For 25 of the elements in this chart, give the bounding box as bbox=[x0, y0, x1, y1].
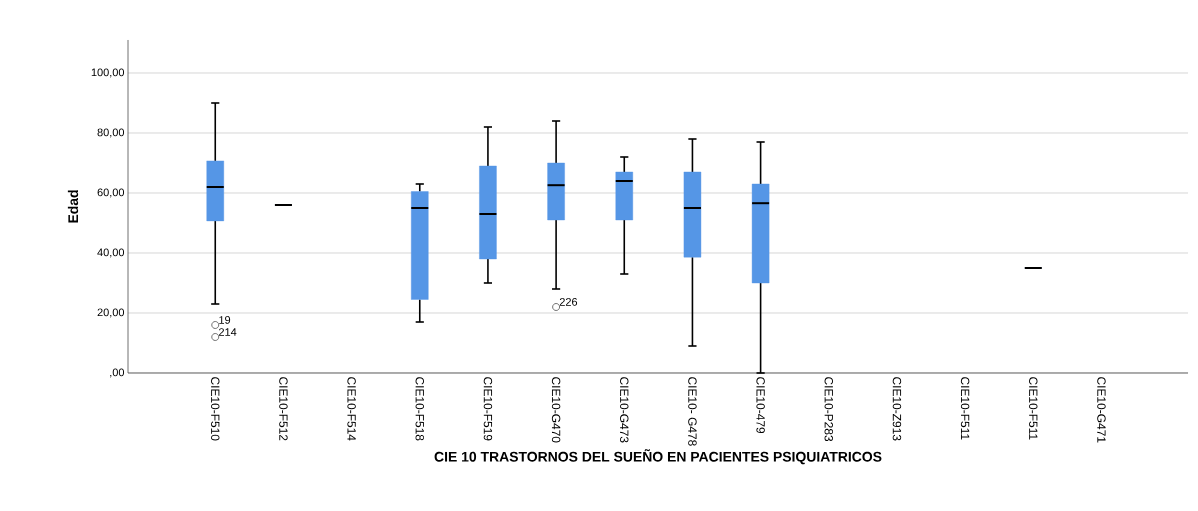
x-tick-label: CIE10-F514 bbox=[347, 377, 356, 441]
y-tick-label: 20,00 bbox=[97, 308, 125, 318]
y-tick-label: 60,00 bbox=[97, 188, 125, 198]
x-tick-label: CIE10-G473 bbox=[620, 377, 629, 443]
x-tick-label: CIE10-F511 bbox=[960, 377, 970, 440]
x-tick-label: CIE10-F518 bbox=[415, 377, 424, 441]
x-tick-label: CIE10-P283 bbox=[824, 377, 833, 442]
y-tick-label: 100,00 bbox=[91, 68, 125, 78]
x-tick-label: CIE10-Z913 bbox=[892, 377, 902, 441]
x-tick-label: CIE10-F519 bbox=[483, 377, 493, 441]
annotation: 19 bbox=[219, 316, 231, 324]
x-tick-label: CIE10-F510 bbox=[211, 377, 220, 441]
y-axis-title: Edad bbox=[67, 190, 79, 223]
x-tick-label: CIE10-F512 bbox=[279, 377, 288, 441]
x-axis-title: CIE 10 TRASTORNOS DEL SUEÑO EN PACIENTES PSIQUIATRICOS bbox=[434, 449, 882, 465]
x-tick-label: CIE10-G470 bbox=[551, 377, 561, 443]
x-tick-label: CIE10-479 bbox=[756, 377, 765, 434]
annotation: 214 bbox=[219, 328, 237, 336]
x-tick-label: CIE10-F511 bbox=[1029, 377, 1038, 440]
y-tick-label: ,00 bbox=[110, 368, 125, 378]
y-tick-label: 80,00 bbox=[97, 128, 125, 138]
y-tick-label: 40,00 bbox=[97, 248, 125, 258]
annotation: 226 bbox=[559, 298, 578, 306]
x-tick-label: CIE10-G471 bbox=[1097, 377, 1106, 443]
x-tick-label: CIE10- G478 bbox=[688, 377, 697, 446]
